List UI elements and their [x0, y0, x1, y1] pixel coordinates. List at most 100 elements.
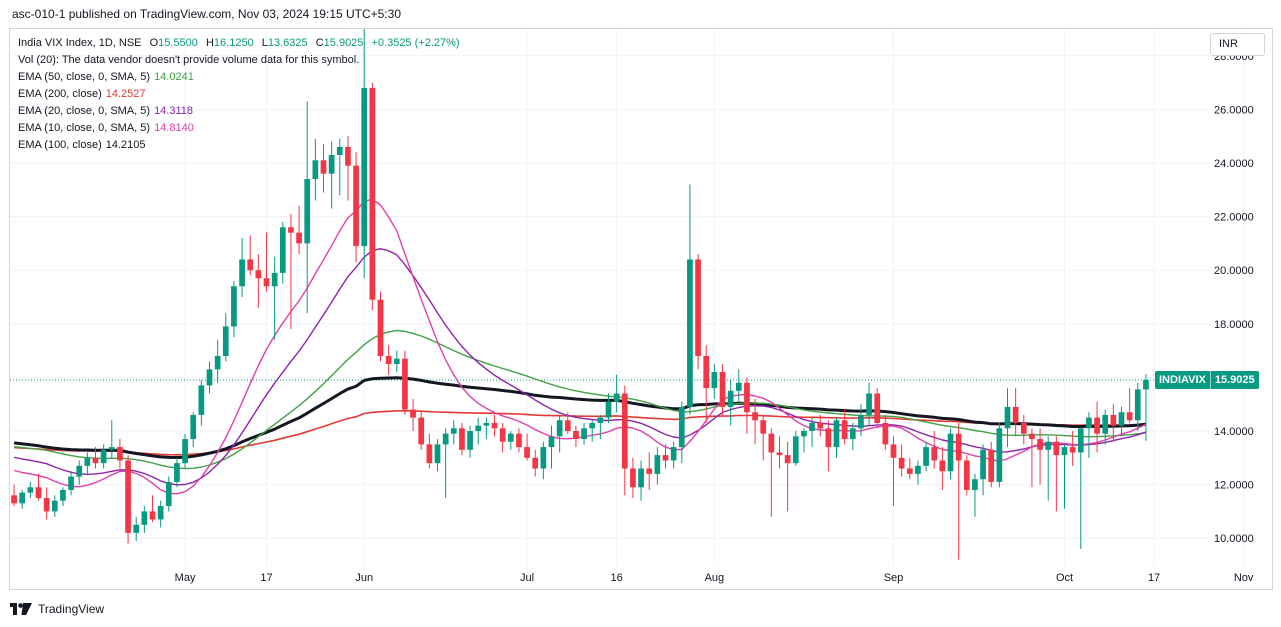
x-tick-label: 17: [260, 572, 272, 584]
footer-brand[interactable]: TradingView: [10, 600, 104, 618]
candle: [214, 339, 221, 383]
candle: [996, 422, 1003, 488]
candle: [695, 254, 701, 370]
candle-body: [825, 428, 832, 448]
candle-body: [719, 372, 726, 407]
candle-body: [100, 449, 107, 464]
y-tick-label: 14.0000: [1214, 426, 1254, 438]
candle-body: [377, 299, 384, 356]
candle-body: [613, 393, 620, 402]
indicator-ema200[interactable]: EMA (200, close) 14.2527: [18, 86, 460, 103]
candle-body: [336, 146, 343, 155]
candle-body: [573, 431, 579, 440]
candle: [988, 441, 995, 488]
candle-body: [955, 433, 962, 461]
candle-body: [646, 468, 653, 474]
y-tick-label: 10.0000: [1214, 533, 1254, 545]
candle: [687, 184, 693, 415]
candle-body: [687, 259, 693, 407]
candle: [906, 457, 913, 480]
price-tag-symbol: INDIAVIX: [1155, 371, 1211, 389]
candle: [206, 361, 213, 394]
candle: [581, 422, 587, 445]
candle-body: [630, 468, 636, 488]
candle-body: [621, 393, 628, 469]
candle: [76, 460, 83, 485]
candle: [972, 473, 978, 517]
candle: [1004, 388, 1011, 448]
candle: [670, 441, 677, 469]
candle-body: [1102, 414, 1109, 434]
candle: [833, 417, 840, 458]
chart-frame[interactable]: [9, 28, 1273, 590]
candle: [491, 414, 498, 437]
indicator-label: EMA (50, close, 0, SMA, 5): [18, 71, 151, 83]
x-tick-label: Nov: [1234, 572, 1254, 584]
candle: [915, 460, 921, 485]
candle-body: [695, 259, 701, 356]
candle: [345, 136, 351, 201]
x-tick-label: May: [175, 572, 196, 584]
candle: [19, 489, 26, 509]
candle-body: [1061, 447, 1068, 456]
ohlc-low-label: L: [261, 37, 268, 49]
candle: [524, 433, 530, 461]
ema-line: [14, 329, 1146, 470]
candle: [483, 417, 490, 440]
candle-body: [931, 447, 938, 461]
indicator-ema20[interactable]: EMA (20, close, 0, SMA, 5) 14.3118: [18, 103, 460, 120]
candle: [68, 471, 74, 496]
ohlc-close-label: C: [315, 37, 324, 49]
candle: [548, 425, 555, 469]
candle: [1086, 412, 1092, 458]
candle-body: [125, 460, 131, 533]
x-tick-label: Jun: [355, 572, 373, 584]
candle-body: [678, 406, 685, 448]
candle-body: [60, 489, 66, 501]
indicator-ema50[interactable]: EMA (50, close, 0, SMA, 5) 14.0241: [18, 69, 460, 86]
time-axis: May 17 Jun Jul 16 Aug Sep Oct 17 Nov: [175, 572, 1254, 584]
currency-button[interactable]: INR: [1210, 33, 1265, 56]
candle: [288, 213, 294, 330]
candle: [1143, 374, 1149, 441]
candle-body: [540, 447, 547, 469]
candle: [1053, 436, 1060, 512]
candle-body: [1037, 439, 1043, 450]
candle: [744, 377, 750, 434]
grid-lines: [10, 29, 1245, 565]
candle-body: [972, 479, 978, 490]
candle: [157, 500, 164, 528]
candle-body: [190, 414, 197, 440]
candle: [727, 380, 734, 426]
ohlc-low-value: 13.6325: [267, 37, 308, 49]
candle: [589, 420, 596, 442]
candle-body: [980, 449, 986, 480]
y-tick-label: 24.0000: [1214, 158, 1254, 170]
candle: [361, 29, 368, 279]
candle-body: [491, 422, 498, 429]
candle: [654, 447, 661, 485]
candle: [507, 431, 514, 450]
candle: [646, 452, 653, 490]
candle: [955, 422, 962, 560]
candle-body: [923, 447, 929, 466]
candle: [149, 495, 156, 523]
candle-body: [1012, 406, 1019, 423]
candle: [735, 369, 742, 402]
candle: [442, 428, 449, 498]
candle: [1094, 401, 1100, 453]
candle: [434, 439, 441, 472]
candle-body: [703, 355, 710, 389]
ohlc-high-label: H: [205, 37, 214, 49]
published-header: asc-010-1 published on TradingView.com, …: [0, 0, 1281, 28]
candle-body: [353, 165, 359, 247]
x-tick-label: Oct: [1056, 572, 1073, 584]
indicator-label: EMA (20, close, 0, SMA, 5): [18, 105, 151, 117]
candle: [402, 350, 408, 415]
candle-body: [418, 417, 425, 445]
indicator-ema10[interactable]: EMA (10, close, 0, SMA, 5) 14.8140: [18, 120, 460, 137]
candle-body: [312, 160, 319, 180]
candle-body: [882, 422, 889, 445]
indicator-ema100[interactable]: EMA (100, close) 14.2105: [18, 137, 460, 154]
last-price-tag: INDIAVIX 15.9025: [1155, 371, 1259, 389]
